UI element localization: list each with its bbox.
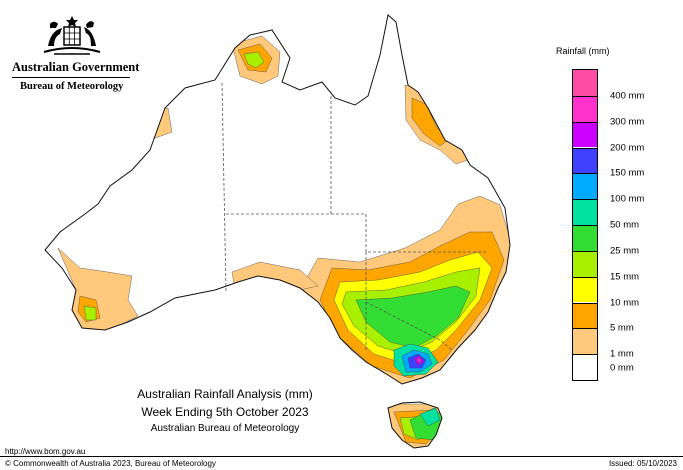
legend-label: 15 mm <box>610 271 640 283</box>
legend-swatch <box>573 250 597 277</box>
government-title: Australian Government <box>12 60 140 74</box>
legend-label: 1 mm <box>610 348 634 360</box>
issued-date: Issued: 05/10/2023 <box>608 459 677 468</box>
map-title: Australian Rainfall Analysis (mm) <box>137 387 313 401</box>
agency-title: Bureau of Meteorology <box>20 81 124 92</box>
legend-swatch <box>573 121 597 148</box>
footer-divider <box>0 456 683 457</box>
rainfall-zone <box>243 51 265 69</box>
legend-label: 10 mm <box>610 297 640 308</box>
bom-website-link[interactable]: http://www.bom.gov.au <box>5 447 86 456</box>
header-divider <box>12 77 130 78</box>
rainfall-zone <box>139 107 173 141</box>
legend-swatch <box>573 302 597 329</box>
legend-swatch <box>573 225 597 251</box>
legend-swatch <box>573 70 597 96</box>
legend-swatch <box>573 199 597 225</box>
border-nsw-vic <box>365 301 453 351</box>
legend-label: 300 mm <box>610 116 645 128</box>
legend-label: 150 mm <box>610 167 645 179</box>
copyright-notice: © Commonwealth of Australia 2023, Bureau… <box>5 459 216 468</box>
rainfall-zone <box>175 59 211 81</box>
rainfall-zone <box>355 285 471 349</box>
map-source: Australian Bureau of Meteorology <box>150 423 300 434</box>
state-borders <box>221 82 488 351</box>
coat-of-arms-icon <box>43 16 101 55</box>
legend-title: Rainfall (mm) <box>556 46 610 56</box>
rainfall-zone <box>419 407 441 427</box>
legend-label: 200 mm <box>610 142 645 153</box>
legend-label: 0 mm <box>610 362 634 374</box>
legend-label: 25 mm <box>610 245 640 257</box>
legend-swatch <box>573 276 597 303</box>
rainfall-zone <box>231 261 319 291</box>
rainfall-zone <box>416 357 422 363</box>
legend-colorbar <box>572 69 598 381</box>
border-wa <box>221 82 227 293</box>
legend-swatch <box>573 95 597 122</box>
legend-label: 50 mm <box>610 219 640 231</box>
map-period: Week Ending 5th October 2023 <box>141 405 309 419</box>
legend-swatch <box>573 173 597 200</box>
legend-label: 5 mm <box>610 322 634 334</box>
legend-swatch <box>573 328 597 355</box>
legend-label: 100 mm <box>610 193 645 205</box>
rainfall-zone <box>83 305 97 321</box>
legend-swatch <box>573 147 597 174</box>
legend-swatch <box>573 354 597 380</box>
legend-label: 400 mm <box>610 90 645 102</box>
